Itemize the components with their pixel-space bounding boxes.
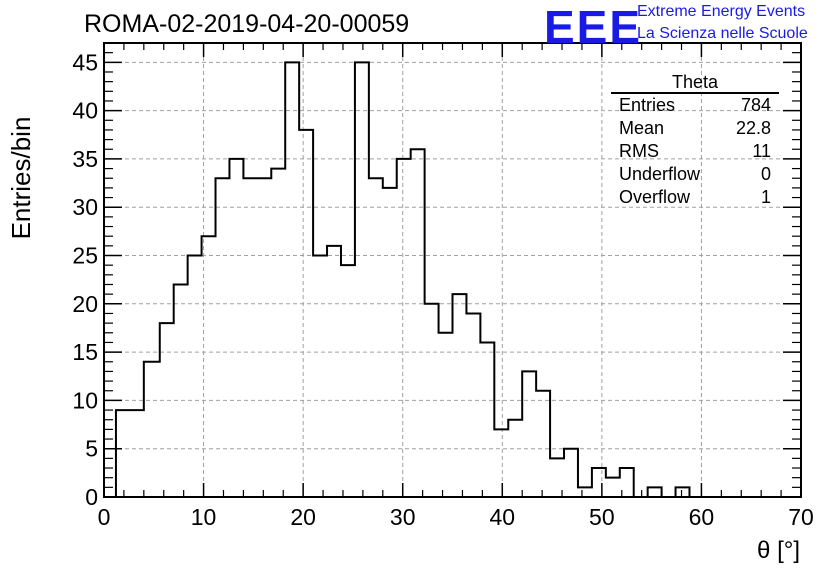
logo-subtitle-2: La Scienza nelle Scuole bbox=[637, 25, 808, 42]
histogram-bin bbox=[299, 130, 313, 497]
histogram-bin bbox=[466, 313, 480, 497]
y-axis-label: Entries/bin bbox=[6, 117, 36, 240]
histogram-bin bbox=[383, 188, 397, 497]
logo-subtitle-1: Extreme Energy Events bbox=[637, 3, 806, 20]
stats-row-overflow: Overflow 1 bbox=[611, 186, 779, 209]
histogram-bin bbox=[508, 420, 522, 497]
histogram-bin bbox=[229, 159, 243, 497]
stats-title: Theta bbox=[611, 72, 779, 94]
stats-row-mean: Mean 22.8 bbox=[611, 117, 779, 140]
y-tick-label: 35 bbox=[72, 146, 98, 172]
y-tick-label: 0 bbox=[85, 484, 98, 510]
run-title: ROMA-02-2019-04-20-00059 bbox=[84, 10, 410, 38]
histogram-bin bbox=[606, 478, 620, 497]
histogram-bin bbox=[327, 246, 341, 497]
stats-row-underflow: Underflow 0 bbox=[611, 163, 779, 186]
histogram-bin bbox=[160, 323, 174, 497]
histogram-bin bbox=[174, 284, 188, 497]
stats-value: 784 bbox=[740, 95, 771, 115]
histogram-bin bbox=[188, 256, 202, 497]
x-tick-label: 40 bbox=[489, 504, 515, 530]
grid-lines bbox=[104, 43, 801, 497]
histogram-bin bbox=[564, 449, 578, 497]
histogram-bin bbox=[578, 487, 592, 497]
eee-logo: EEE bbox=[544, 1, 643, 53]
stats-row-rms: RMS 11 bbox=[611, 140, 779, 163]
x-tick-label: 70 bbox=[788, 504, 814, 530]
axis-ticks bbox=[103, 42, 802, 498]
x-axis-label: θ [°] bbox=[757, 537, 800, 564]
histogram-bin bbox=[592, 468, 606, 497]
histogram-bin bbox=[676, 487, 690, 497]
y-tick-label: 10 bbox=[72, 387, 98, 413]
x-tick-label: 0 bbox=[98, 504, 111, 530]
y-tick-label: 15 bbox=[72, 339, 98, 365]
histogram-series bbox=[114, 61, 704, 498]
histogram-bin bbox=[144, 362, 160, 497]
y-tick-label: 45 bbox=[72, 49, 98, 75]
plot-frame bbox=[103, 42, 802, 498]
stats-value: 22.8 bbox=[735, 118, 771, 138]
y-tick-label: 40 bbox=[72, 98, 98, 124]
histogram-bin bbox=[341, 265, 355, 497]
stats-label: Mean bbox=[619, 118, 665, 138]
stats-row-entries: Entries 784 bbox=[611, 94, 779, 117]
x-tick-label: 60 bbox=[689, 504, 715, 530]
x-tick-label: 10 bbox=[191, 504, 217, 530]
histogram-bin bbox=[397, 159, 411, 497]
histogram-bin bbox=[116, 410, 144, 497]
stats-box: Theta Entries 784 Mean 22.8 RMS 11 Under… bbox=[611, 72, 779, 209]
stats-value: 0 bbox=[760, 164, 771, 184]
y-tick-label: 5 bbox=[85, 436, 98, 462]
histogram-bin bbox=[285, 62, 299, 497]
y-tick-label: 20 bbox=[72, 291, 98, 317]
x-tick-label: 30 bbox=[390, 504, 416, 530]
histogram-bin bbox=[648, 487, 662, 497]
histogram-bin bbox=[494, 429, 508, 497]
histogram-bin bbox=[453, 294, 467, 497]
histogram-bin bbox=[439, 333, 453, 497]
histogram-bin bbox=[313, 256, 327, 497]
histogram-bin bbox=[411, 149, 425, 497]
stats-label: Entries bbox=[619, 95, 676, 115]
stats-value: 1 bbox=[760, 187, 771, 207]
histogram-bin bbox=[271, 169, 285, 497]
stats-label: Underflow bbox=[619, 164, 701, 184]
histogram-bin bbox=[480, 342, 494, 497]
stats-label: Overflow bbox=[619, 187, 691, 207]
histogram-bin bbox=[355, 62, 369, 497]
y-tick-label: 30 bbox=[72, 194, 98, 220]
x-tick-label: 20 bbox=[290, 504, 316, 530]
x-tick-label: 50 bbox=[589, 504, 615, 530]
stats-label: RMS bbox=[619, 141, 659, 161]
y-tick-label: 25 bbox=[72, 243, 98, 269]
histogram-bin bbox=[536, 391, 550, 497]
histogram-bin bbox=[522, 371, 536, 497]
stats-value: 11 bbox=[752, 141, 771, 161]
